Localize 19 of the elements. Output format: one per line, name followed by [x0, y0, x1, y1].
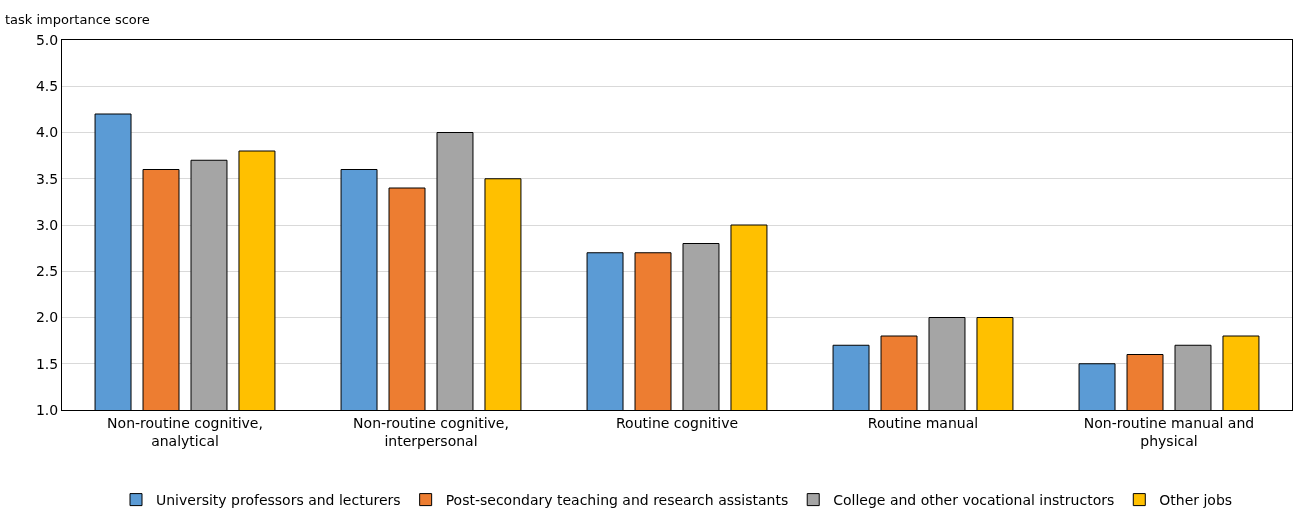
legend-label: Post-secondary teaching and research assistants [445, 492, 789, 509]
x-tick-label: Non-routine cognitive, analytical [107, 414, 263, 449]
x-tick-label: Routine manual [867, 414, 979, 431]
y-tick-label: 4.5 [35, 78, 59, 95]
y-tick-label: 4.0 [35, 124, 59, 141]
y-axis-title: task importance score [5, 12, 150, 27]
legend-label: College and other vocational instructors [833, 492, 1115, 509]
y-tick-label: 3.5 [35, 170, 59, 187]
y-tick-label: 1.5 [35, 355, 59, 372]
x-tick-label: Routine cognitive [615, 414, 739, 431]
x-tick-label: Non-routine cognitive, interpersonal [353, 414, 509, 449]
y-tick-label: 2.5 [35, 263, 59, 280]
y-tick-label: 1.0 [35, 401, 59, 418]
y-tick-label: 5.0 [35, 31, 59, 48]
y-tick-label: 3.0 [35, 216, 59, 233]
legend-label: University professors and lecturers [156, 492, 401, 509]
y-tick-label: 2.0 [35, 309, 59, 326]
x-tick-label: Non-routine manual and physical [1083, 414, 1255, 449]
legend-label: Other jobs [1159, 492, 1233, 509]
